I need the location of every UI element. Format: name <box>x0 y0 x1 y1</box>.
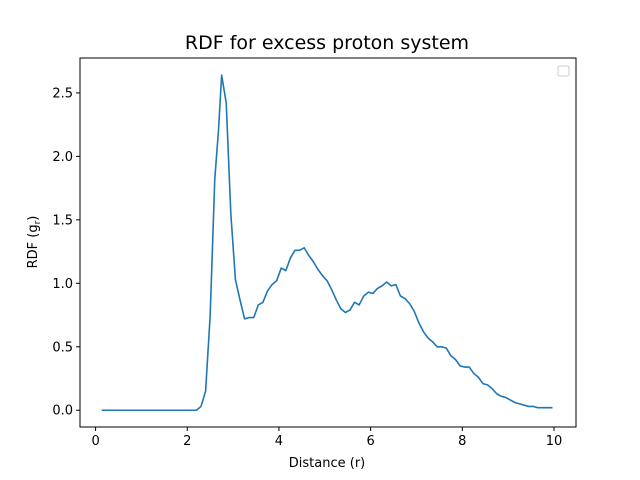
x-tick-label: 8 <box>458 434 466 449</box>
y-axis-label-subscript: r <box>33 220 43 224</box>
x-axis-label: Distance (r) <box>289 456 365 471</box>
y-tick-label: 0.0 <box>52 404 73 419</box>
plot-background <box>80 58 576 427</box>
plot-frame <box>79 57 577 428</box>
y-tick-label: 2.0 <box>52 150 73 165</box>
series-line-0 <box>101 74 553 412</box>
y-tick-label: 1.5 <box>52 213 73 228</box>
y-axis-label-main: RDF (g <box>26 224 41 268</box>
empty-legend-box <box>557 65 570 77</box>
axes-layer: 0 2 4 6 8 10 0.0 0.5 1.0 1.5 2.0 2.5 <box>52 57 577 449</box>
x-tick-label: 6 <box>366 434 374 449</box>
chart-title: RDF for excess proton system <box>185 32 469 54</box>
y-tick-label: 0.5 <box>52 340 73 355</box>
y-tick-label: 1.0 <box>52 277 73 292</box>
x-tick-label: 0 <box>91 434 99 449</box>
x-tick-label: 10 <box>546 434 563 449</box>
y-tick-label: 2.5 <box>52 86 73 101</box>
y-axis-label: RDF (gr) <box>26 216 43 269</box>
series-layer <box>101 74 553 412</box>
x-tick-label: 4 <box>275 434 283 449</box>
y-axis-label-suffix: ) <box>26 216 41 221</box>
plot-area <box>80 58 576 427</box>
x-tick-label: 2 <box>183 434 191 449</box>
